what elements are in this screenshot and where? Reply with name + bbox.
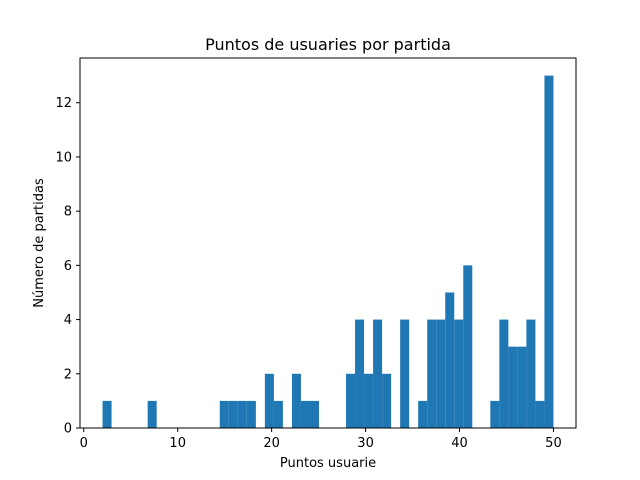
y-tick-label: 10 xyxy=(55,150,72,165)
histogram-bar xyxy=(364,373,374,428)
histogram-bar xyxy=(346,373,356,428)
histogram-bar xyxy=(508,346,518,428)
y-tick-label: 8 xyxy=(64,205,72,220)
x-tick-label: 30 xyxy=(357,436,374,451)
x-tick-label: 10 xyxy=(169,436,186,451)
histogram-bar xyxy=(355,319,365,428)
histogram-bar xyxy=(400,319,410,428)
histogram-bar xyxy=(246,400,256,428)
histogram-bar xyxy=(219,400,229,428)
histogram-bar xyxy=(291,373,301,428)
histogram-bar xyxy=(436,319,446,428)
y-tick-label: 0 xyxy=(64,422,72,437)
y-tick-label: 12 xyxy=(55,96,72,111)
x-tick-label: 0 xyxy=(80,436,88,451)
histogram-bar xyxy=(418,400,428,428)
histogram-bar xyxy=(526,319,536,428)
histogram-bar xyxy=(544,75,554,429)
histogram-bar xyxy=(264,373,274,428)
y-axis-ticks: 0 2 4 6 8 10 12 xyxy=(55,96,80,437)
histogram-bar xyxy=(427,319,437,428)
plot-frame xyxy=(79,57,577,429)
x-tick-label: 50 xyxy=(545,436,562,451)
histogram-bar xyxy=(228,400,238,428)
histogram-bar xyxy=(273,400,283,428)
histogram-bar xyxy=(463,265,473,428)
histogram-bar xyxy=(517,346,527,428)
histogram-bar xyxy=(382,373,392,428)
histogram-bar xyxy=(309,400,319,428)
histogram-bar xyxy=(445,292,455,428)
chart-title: Puntos de usuaries por partida xyxy=(205,35,451,54)
histogram-bar xyxy=(300,400,310,428)
bars-group xyxy=(102,75,554,429)
y-axis-label: Número de partidas xyxy=(32,178,47,308)
histogram-bar xyxy=(490,400,500,428)
histogram-bar xyxy=(102,400,112,428)
histogram-bar xyxy=(147,400,157,428)
histogram-bar xyxy=(535,400,545,428)
histogram-bar xyxy=(237,400,247,428)
histogram-bar xyxy=(373,319,383,428)
y-tick-label: 4 xyxy=(64,313,72,328)
y-tick-label: 6 xyxy=(64,259,72,274)
y-tick-label: 2 xyxy=(64,367,72,382)
x-tick-label: 40 xyxy=(451,436,468,451)
histogram-bar xyxy=(499,319,509,428)
x-axis-ticks: 0 10 20 30 40 50 xyxy=(80,428,562,451)
x-tick-label: 20 xyxy=(263,436,280,451)
histogram-bar xyxy=(454,319,464,428)
x-axis-label: Puntos usuarie xyxy=(280,456,376,471)
